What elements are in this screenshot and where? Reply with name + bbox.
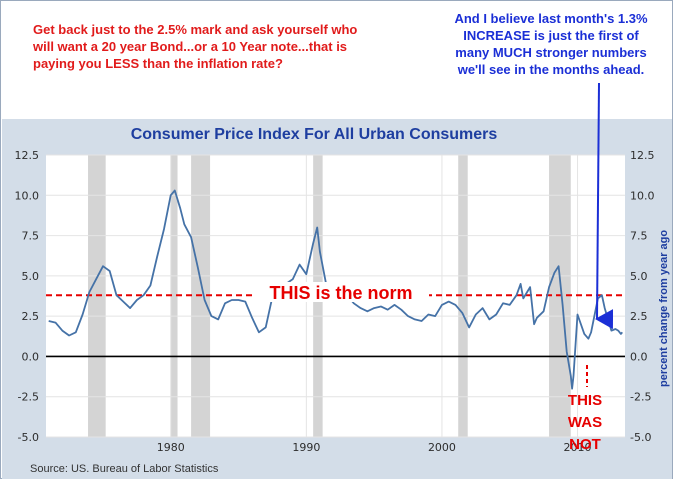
y-tick-label: 2.5	[630, 310, 648, 323]
y-tick-label: 5.0	[22, 270, 40, 283]
y-tick-label: -5.0	[630, 431, 651, 444]
norm-label-bg	[252, 282, 429, 302]
y-tick-label: 7.5	[22, 230, 40, 243]
series-layer	[48, 189, 623, 390]
y-tick-labels-right: 12.5 10.0 7.5 5.0 2.5 0.0 -2.5 -5.0	[630, 149, 655, 444]
x-tick-label: 2000	[428, 441, 456, 454]
y-tick-label: -5.0	[18, 431, 39, 444]
recession-band	[458, 155, 468, 437]
y-tick-label: 5.0	[630, 270, 648, 283]
x-tick-labels: 1980 1990 2000 2010	[157, 441, 592, 454]
y-tick-label: 7.5	[630, 230, 648, 243]
chart-panel: Consumer Price Index For All Urban Consu…	[2, 119, 672, 479]
y-tick-label: 0.0	[22, 350, 40, 363]
x-tick-label: 1990	[292, 441, 320, 454]
cpi-chart: Consumer Price Index For All Urban Consu…	[15, 126, 671, 475]
y-tick-label: -2.5	[630, 391, 651, 404]
chart-title: Consumer Price Index For All Urban Consu…	[131, 126, 498, 143]
left-annotation-line: Get back just to the 2.5% mark and ask y…	[33, 22, 358, 37]
y-tick-label: 12.5	[630, 149, 655, 162]
left-annotation-line: paying you LESS than the inflation rate?	[33, 56, 283, 71]
right-annotation-line: And I believe last month's 1.3%	[454, 11, 648, 26]
left-annotation: Get back just to the 2.5% mark and ask y…	[33, 21, 433, 72]
x-tick-label: 2010	[564, 441, 592, 454]
recession-band	[170, 155, 178, 437]
y-tick-label: 0.0	[630, 350, 648, 363]
x-tick-label: 1980	[157, 441, 185, 454]
left-annotation-line: will want a 20 year Bond...or a 10 Year …	[33, 39, 348, 54]
cpi-series-line	[48, 189, 623, 390]
right-annotation-line: many MUCH stronger numbers	[455, 45, 647, 60]
right-annotation-line: we'll see in the months ahead.	[457, 62, 645, 77]
right-annotation-line: INCREASE is just the first of	[463, 28, 639, 43]
reference-lines	[46, 294, 625, 358]
y-tick-label: 10.0	[630, 189, 655, 202]
norm-label: THIS is the norm	[269, 283, 412, 303]
source-note: Source: US. Bureau of Labor Statistics	[30, 463, 219, 475]
y-tick-label: 12.5	[15, 149, 40, 162]
not-label-line: WAS	[568, 414, 602, 431]
y-tick-label: 2.5	[22, 310, 40, 323]
right-annotation: And I believe last month's 1.3% INCREASE…	[433, 10, 669, 78]
not-label-line: NOT	[569, 436, 601, 453]
y-tick-labels-left: 12.5 10.0 7.5 5.0 2.5 0.0 -2.5 -5.0	[15, 149, 40, 444]
y-tick-label: 10.0	[15, 189, 40, 202]
y-tick-label: -2.5	[18, 391, 39, 404]
not-label-line: THIS	[568, 392, 602, 409]
right-axis-label: percent change from year ago	[658, 230, 670, 387]
